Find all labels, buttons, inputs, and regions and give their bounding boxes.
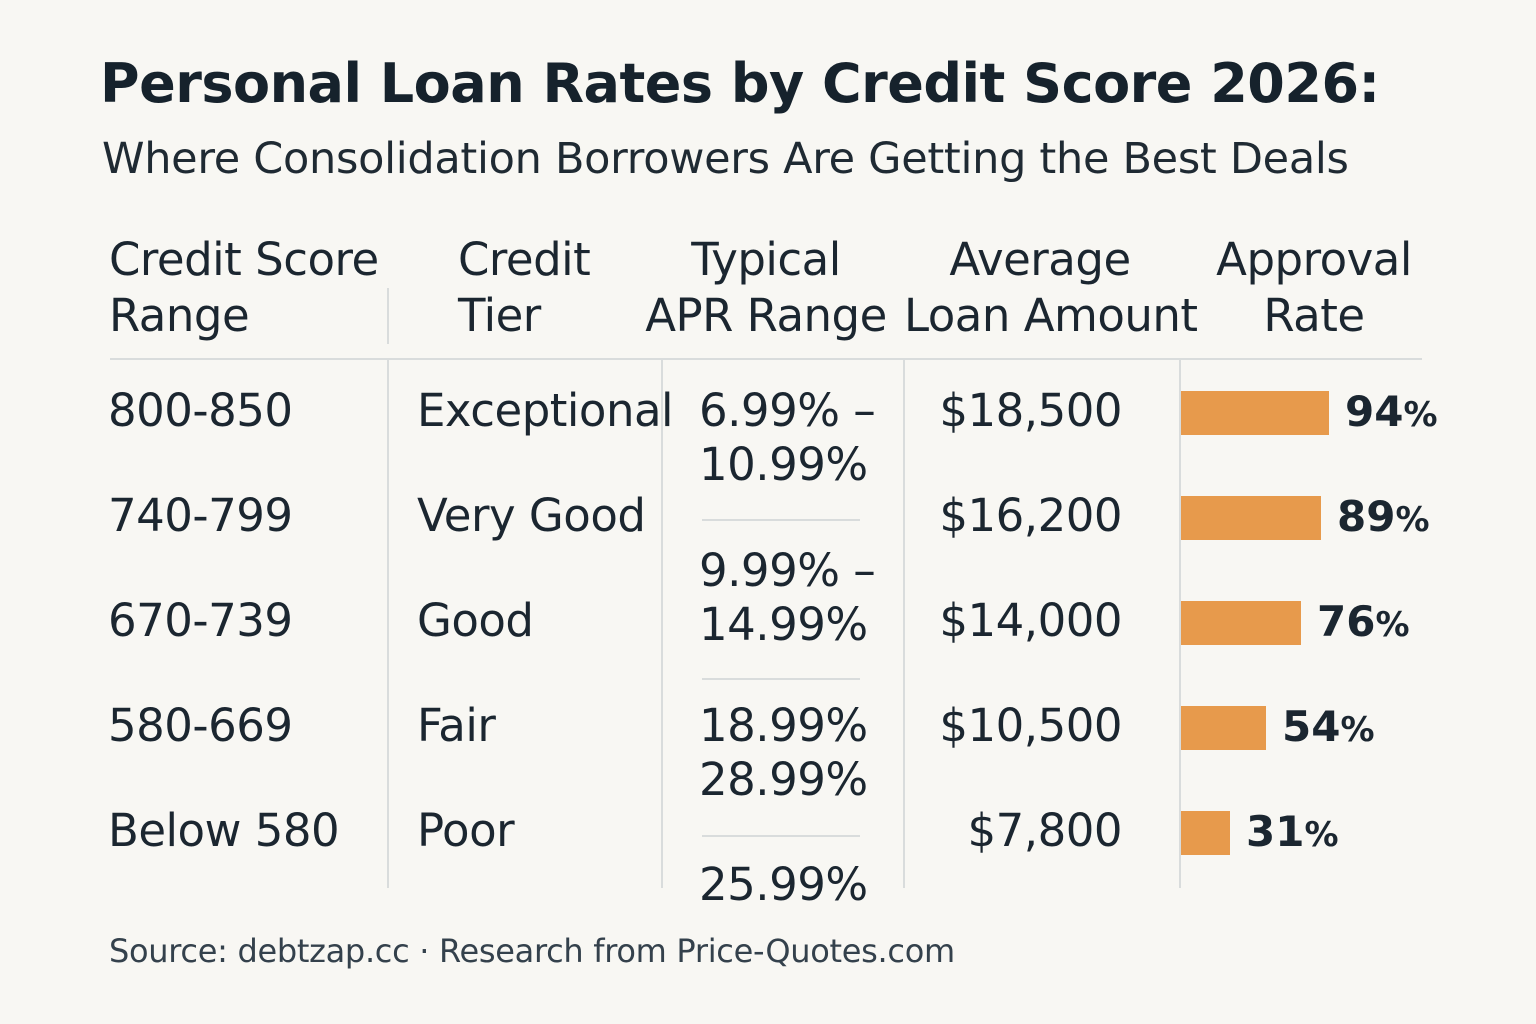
header-divider [110,358,1422,360]
header-line: Range [109,289,250,342]
cell-credit-score-range: Below 580 [108,804,340,857]
header-credit-score-range: Credit Score Range [109,232,379,344]
apr-text: 18.99% [699,699,868,752]
header-line: Credit [458,233,591,286]
approval-value-label: 89% [1337,492,1430,541]
cell-credit-score-range: 740-799 [108,489,293,542]
cell-credit-tier: Poor [417,804,515,857]
apr-separator [702,835,860,837]
apr-text: 10.99% [699,438,868,491]
header-line: Tier [458,289,541,342]
cell-credit-score-range: 800-850 [108,384,293,437]
apr-text: 28.99% [699,753,868,806]
header-line: APR Range [645,289,887,342]
header-approval-rate: Approval Rate [1198,232,1430,344]
apr-text: 9.99% – [699,544,876,597]
source-note: Source: debtzap.cc · Research from Price… [109,932,955,970]
cell-credit-tier: Fair [417,699,496,752]
header-credit-tier: Credit Tier [458,232,591,344]
apr-separator [702,519,860,521]
cell-loan-amount: $10,500 [939,699,1122,752]
cell-loan-amount: $14,000 [939,594,1122,647]
header-line: Loan Amount [904,289,1198,342]
header-line: Average [949,233,1131,286]
approval-bar [1181,496,1321,540]
column-divider [661,360,663,888]
cell-credit-tier: Exceptional [417,384,674,437]
approval-bar [1181,811,1230,855]
apr-separator [702,678,860,680]
cell-loan-amount: $18,500 [939,384,1122,437]
cell-credit-tier: Very Good [417,489,646,542]
approval-bar [1181,391,1329,435]
header-apr-range: Typical APR Range [640,232,892,344]
apr-text: 6.99% – [699,384,876,437]
approval-bar [1181,601,1301,645]
column-divider [903,360,905,888]
column-divider [1179,360,1181,888]
header-line: Typical [691,233,841,286]
cell-credit-score-range: 670-739 [108,594,293,647]
approval-value-label: 31% [1246,807,1339,856]
column-divider [387,288,389,344]
page-subtitle: Where Consolidation Borrowers Are Gettin… [102,134,1349,184]
header-line: Rate [1263,289,1365,342]
approval-value-label: 76% [1317,597,1410,646]
cell-loan-amount: $16,200 [939,489,1122,542]
apr-text: 14.99% [699,598,868,651]
approval-value-label: 54% [1282,702,1375,751]
cell-credit-score-range: 580-669 [108,699,293,752]
approval-value-label: 94% [1345,387,1438,436]
cell-loan-amount: $7,800 [967,804,1123,857]
apr-text: 25.99% [699,858,868,911]
page-title: Personal Loan Rates by Credit Score 2026… [100,52,1380,115]
header-line: Credit Score [109,233,379,286]
column-divider [387,360,389,888]
header-line: Approval [1216,233,1412,286]
approval-bar [1181,706,1266,750]
cell-credit-tier: Good [417,594,534,647]
header-average-loan-amount: Average Loan Amount [904,232,1198,344]
